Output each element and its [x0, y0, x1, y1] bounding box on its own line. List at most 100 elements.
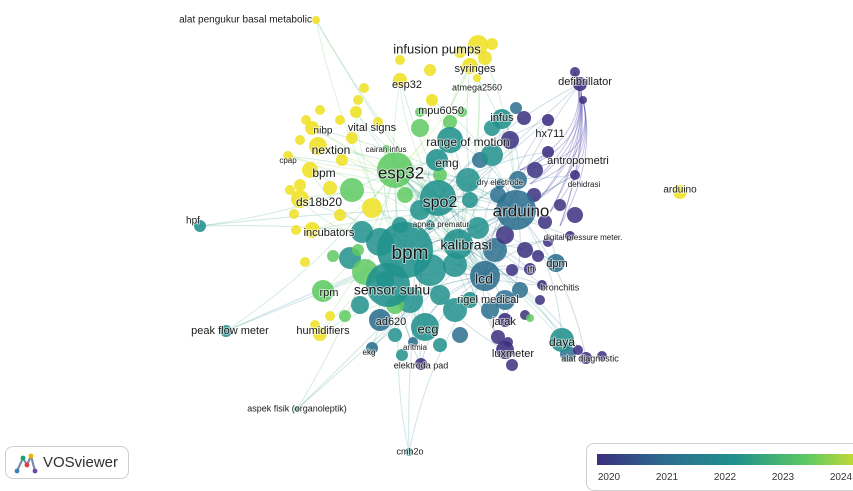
node-label[interactable]: hpf [185, 215, 201, 228]
node-bubble[interactable] [362, 198, 382, 218]
node-bubble[interactable] [327, 250, 339, 262]
node-bubble[interactable] [426, 149, 448, 171]
node-bubble[interactable] [395, 55, 405, 65]
node-bubble[interactable] [673, 185, 687, 199]
node-label[interactable]: aritmia [402, 342, 429, 353]
node-bubble[interactable] [433, 168, 447, 182]
node-label[interactable]: ad620 [375, 315, 408, 329]
node-label[interactable]: bronchitis [540, 281, 581, 293]
node-label[interactable]: esp32 [391, 78, 423, 92]
node-label[interactable]: rigel medical [456, 293, 520, 307]
node-bubble[interactable] [420, 180, 456, 216]
node-bubble[interactable] [550, 328, 574, 352]
node-bubble[interactable] [579, 96, 587, 104]
node-bubble[interactable] [295, 135, 305, 145]
node-label[interactable]: incubators [303, 226, 356, 240]
node-label[interactable]: nibp [313, 125, 334, 138]
node-bubble[interactable] [350, 106, 362, 118]
node-bubble[interactable] [570, 67, 580, 77]
node-bubble[interactable] [430, 285, 450, 305]
node-bubble[interactable] [481, 301, 499, 319]
node-bubble[interactable] [443, 229, 473, 259]
node-bubble[interactable] [415, 107, 425, 117]
node-label[interactable]: hx711 [534, 127, 565, 141]
node-bubble[interactable] [542, 146, 554, 158]
node-bubble[interactable] [283, 151, 293, 161]
node-bubble[interactable] [334, 209, 346, 221]
node-label[interactable]: range of motion [425, 134, 510, 150]
node-bubble[interactable] [300, 257, 310, 267]
node-bubble[interactable] [352, 244, 364, 256]
node-bubble[interactable] [424, 64, 436, 76]
node-bubble[interactable] [481, 144, 503, 166]
node-bubble[interactable] [443, 253, 467, 277]
node-bubble[interactable] [382, 145, 390, 153]
node-label[interactable]: cmh2o [395, 445, 424, 457]
node-bubble[interactable] [302, 162, 318, 178]
node-label[interactable]: tft [526, 263, 536, 275]
node-bubble[interactable] [373, 117, 383, 127]
node-bubble[interactable] [457, 107, 467, 117]
node-bubble[interactable] [495, 179, 505, 189]
vosviewer-logo[interactable]: VOSviewer [5, 446, 129, 479]
node-bubble[interactable] [542, 114, 554, 126]
node-label[interactable]: alat pengukur basal metabolic [178, 14, 313, 27]
node-bubble[interactable] [537, 280, 547, 290]
node-label[interactable]: infus [489, 111, 515, 125]
node-label[interactable]: sensor suhu [353, 281, 431, 299]
node-bubble[interactable] [408, 337, 418, 347]
node-bubble[interactable] [567, 207, 583, 223]
node-label[interactable]: apnea prematur [412, 219, 471, 230]
node-bubble[interactable] [512, 282, 528, 298]
node-label[interactable]: spo2 [422, 193, 459, 212]
node-bubble[interactable] [570, 170, 580, 180]
node-label[interactable]: vital signs [347, 121, 398, 135]
node-bubble[interactable] [580, 352, 592, 364]
node-bubble[interactable] [554, 199, 566, 211]
node-label[interactable]: infusion pumps [392, 40, 482, 57]
node-bubble[interactable] [285, 185, 295, 195]
node-bubble[interactable] [565, 231, 575, 241]
node-bubble[interactable] [305, 121, 319, 135]
node-bubble[interactable] [498, 313, 512, 327]
node-label[interactable]: peak flow meter [190, 324, 270, 338]
node-bubble[interactable] [483, 238, 507, 262]
node-label[interactable]: daya [548, 334, 576, 350]
node-bubble[interactable] [359, 83, 369, 93]
node-bubble[interactable] [597, 351, 607, 361]
node-label[interactable]: alat diagnostic [560, 352, 620, 364]
node-bubble[interactable] [335, 115, 345, 125]
node-bubble[interactable] [535, 295, 545, 305]
node-bubble[interactable] [405, 448, 413, 456]
node-bubble[interactable] [532, 250, 544, 262]
node-label[interactable]: dpm [545, 257, 568, 271]
node-label[interactable]: digital pressure meter. [543, 232, 624, 243]
node-bubble[interactable] [443, 115, 457, 129]
node-label[interactable]: dry electrode [476, 177, 525, 188]
node-bubble[interactable] [425, 220, 435, 230]
node-bubble[interactable] [411, 313, 439, 341]
node-bubble[interactable] [491, 330, 505, 344]
node-bubble[interactable] [313, 327, 327, 341]
node-label[interactable]: jarak [490, 315, 517, 329]
node-bubble[interactable] [340, 178, 364, 202]
node-bubble[interactable] [462, 292, 478, 308]
node-bubble[interactable] [495, 290, 515, 310]
node-bubble[interactable] [517, 111, 531, 125]
node-label[interactable]: bpm [311, 165, 336, 181]
node-bubble[interactable] [470, 261, 500, 291]
node-label[interactable]: dehidrasi [567, 179, 602, 190]
node-bubble[interactable] [538, 215, 552, 229]
node-bubble[interactable] [294, 406, 300, 412]
node-label[interactable]: nextion [311, 142, 352, 158]
node-bubble[interactable] [510, 102, 522, 114]
node-label[interactable]: luxmeter [491, 347, 536, 361]
node-bubble[interactable] [353, 95, 363, 105]
node-bubble[interactable] [496, 341, 514, 359]
node-bubble[interactable] [366, 342, 378, 354]
node-bubble[interactable] [454, 46, 466, 58]
node-bubble[interactable] [443, 298, 467, 322]
node-label[interactable]: cpap [278, 155, 298, 166]
node-label[interactable]: kalibrasi [439, 236, 492, 254]
node-bubble[interactable] [396, 349, 408, 361]
